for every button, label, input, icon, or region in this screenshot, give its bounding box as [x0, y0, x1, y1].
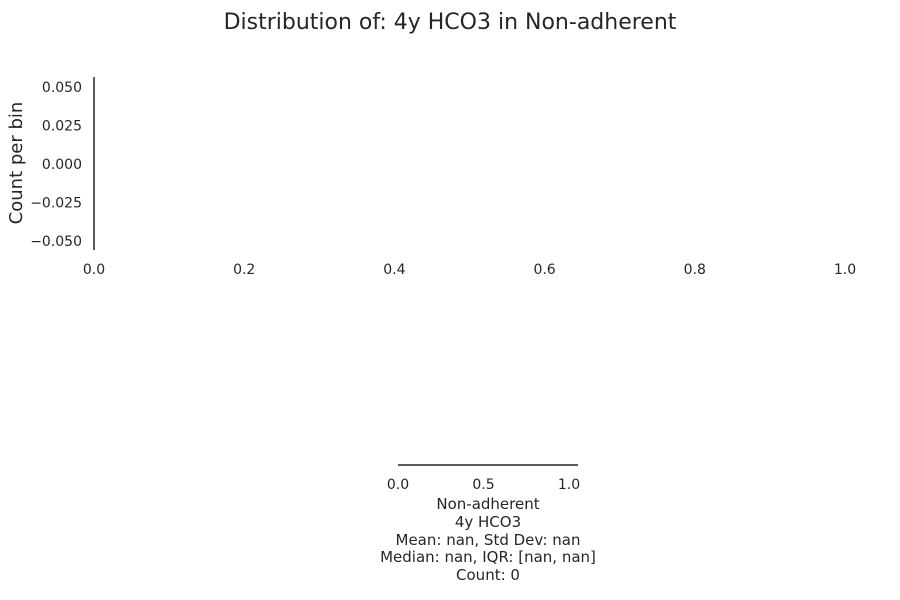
summary-group: Non-adherent — [436, 495, 539, 513]
summary-variable: 4y HCO3 — [455, 513, 521, 531]
y-tick-label: 0.050 — [42, 80, 82, 96]
main-histogram-axes: Count per bin 0.050 0.025 0.000 −0.025 −0.05… — [6, 77, 856, 278]
chart-title: Distribution of: 4y HCO3 in Non-adherent — [224, 10, 677, 35]
y-tick-label: 0.000 — [42, 157, 82, 173]
summary-count: Count: 0 — [456, 566, 520, 584]
summary-block: Non-adherent 4y HCO3 Mean: nan, Std Dev:… — [380, 495, 596, 584]
y-axis-label: Count per bin — [6, 102, 27, 225]
inset-x-tick-label: 0.5 — [472, 477, 494, 493]
x-tick-label: 0.0 — [83, 262, 105, 278]
x-tick-label: 0.6 — [533, 262, 555, 278]
inset-x-tick-label: 0.0 — [387, 477, 409, 493]
y-tick-label: 0.025 — [42, 119, 82, 135]
summary-median-iqr: Median: nan, IQR: [nan, nan] — [380, 548, 596, 566]
x-tick-label: 1.0 — [834, 262, 856, 278]
inset-x-tick-label: 1.0 — [558, 477, 580, 493]
x-tick-label: 0.2 — [233, 262, 255, 278]
summary-mean-sd: Mean: nan, Std Dev: nan — [396, 531, 581, 549]
x-tick-label: 0.4 — [383, 262, 405, 278]
inset-x-tick-labels: 0.0 0.5 1.0 — [387, 477, 580, 493]
y-tick-label: −0.025 — [30, 196, 82, 212]
x-tick-label: 0.8 — [684, 262, 706, 278]
y-tick-labels: 0.050 0.025 0.000 −0.025 −0.050 — [30, 80, 82, 250]
inset-histogram-axes: 0.0 0.5 1.0 — [387, 464, 580, 493]
x-tick-labels: 0.0 0.2 0.4 0.6 0.8 1.0 — [83, 262, 856, 278]
y-tick-label: −0.050 — [30, 234, 82, 250]
